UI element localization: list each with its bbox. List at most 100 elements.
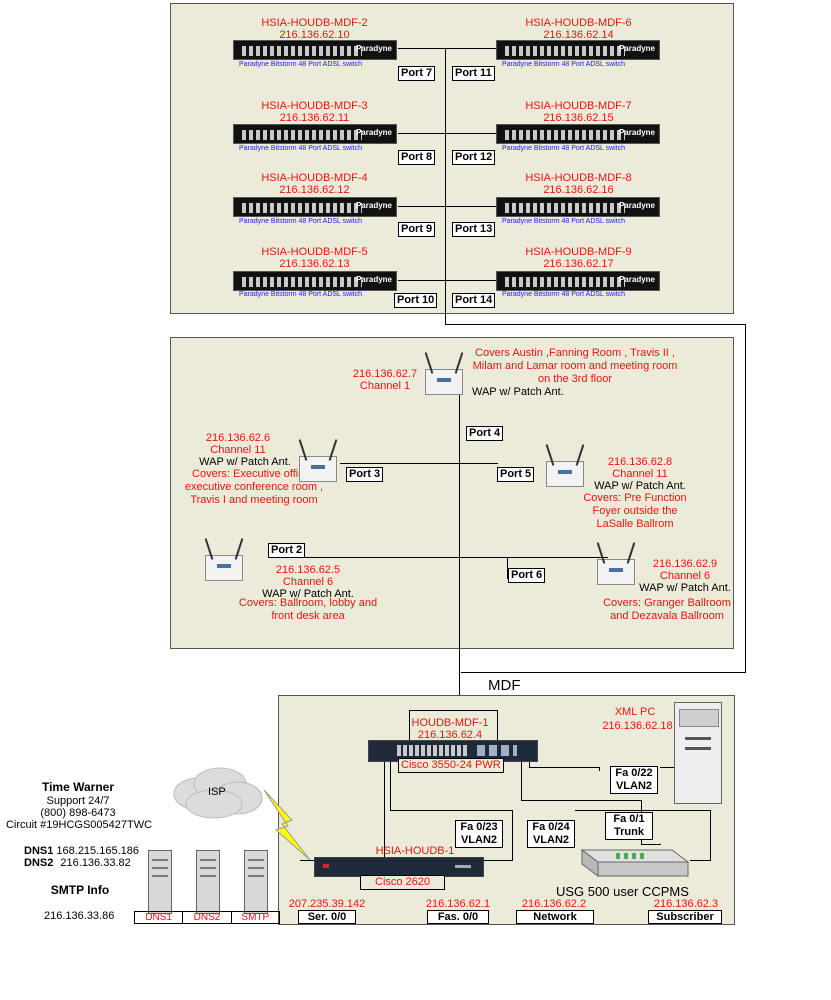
switch-ip: 216.136.62.11 [279, 112, 350, 124]
port-label: Port 9 [398, 222, 436, 237]
mdf-title: MDF [488, 677, 521, 694]
lightning-icon [262, 789, 312, 861]
wap-device[interactable] [545, 444, 585, 487]
wap-trunk-line [459, 380, 460, 703]
core-switch-ip: 216.136.62.4 [417, 729, 483, 741]
wap-ip: 216.136.62.7 [352, 368, 418, 380]
bottom-ip: 216.136.62.2 [521, 898, 587, 910]
switch-name: HSIA-HOUDB-MDF-2 [261, 17, 368, 29]
dns1-line: DNS1 168.215.165.186 [24, 845, 139, 857]
smtp-title: SMTP Info [50, 883, 110, 897]
wap-covers: Covers: Ballroom, lobby and front desk a… [238, 597, 378, 622]
switch-ip: 216.136.62.17 [543, 258, 614, 270]
bottom-ip: 216.136.62.1 [425, 898, 491, 910]
wap-covers: Covers Austin ,Fanning Room , Travis II … [472, 347, 678, 385]
dns1-server[interactable] [148, 850, 172, 914]
port-label: Port 7 [398, 66, 436, 81]
bottom-label: Network [516, 910, 594, 924]
smtp-ip: 216.136.33.86 [44, 910, 115, 922]
wap-channel: Channel 6 [282, 576, 334, 588]
switch-sublabel: Paradyne Bitstorm 48 Port ADSL switch [239, 218, 363, 225]
adsl-switch[interactable]: Paradyne [496, 40, 660, 60]
port-label: Port 11 [452, 66, 495, 81]
link-label: Fa 0/24 VLAN2 [527, 820, 575, 848]
wap-device[interactable] [204, 538, 244, 581]
server-label: DNS1 [135, 912, 184, 923]
dns2-line: DNS2 216.136.33.82 [24, 857, 131, 869]
port-label: Port 4 [466, 426, 504, 441]
wap-covers: Covers: Pre Function Foyer outside the L… [583, 492, 687, 530]
smtp-server[interactable] [244, 850, 268, 914]
switch-name: HSIA-HOUDB-MDF-6 [525, 17, 632, 29]
server-label: DNS2 [183, 912, 232, 923]
core-switch-name: HOUDB-MDF-1 [411, 717, 489, 729]
switch-sublabel: Paradyne Bitstorm 48 Port ADSL switch [239, 291, 363, 298]
port-label: Port 13 [452, 222, 496, 237]
provider-support: Support 24/7 [46, 795, 110, 807]
server-label: SMTP [241, 912, 270, 923]
wap-type: WAP w/ Patch Ant. [639, 582, 731, 594]
provider-name: Time Warner [41, 780, 115, 794]
wap-device[interactable] [298, 439, 338, 482]
link-label: Fa 0/22 VLAN2 [610, 766, 658, 794]
bottom-label: Ser. 0/0 [298, 910, 356, 924]
server-label-bar: DNS1 DNS2 SMTP [134, 911, 280, 924]
port-label: Port 5 [497, 467, 535, 482]
isp-cloud [168, 762, 268, 822]
wap-channel: Channel 11 [612, 468, 668, 480]
wap-type: WAP w/ Patch Ant. [262, 588, 354, 600]
switch-ip: 216.136.62.13 [279, 258, 350, 270]
adsl-switch[interactable]: Paradyne [496, 124, 660, 144]
wap-ip: 216.136.62.5 [275, 564, 341, 576]
trunk-line-top [445, 48, 446, 324]
wap-device[interactable] [596, 542, 636, 585]
port-label: Port 10 [394, 293, 438, 308]
port-label: Port 3 [346, 467, 384, 482]
wap-channel: Channel 11 [210, 444, 266, 456]
wap-device[interactable] [424, 352, 464, 395]
adsl-switch[interactable]: Paradyne [233, 40, 397, 60]
switch-sublabel: Paradyne Bitstorm 48 Port ADSL switch [239, 145, 363, 152]
xml-pc-name: XML PC [614, 706, 656, 718]
switch-ip: 216.136.62.15 [543, 112, 614, 124]
wap-ip: 216.136.62.6 [205, 432, 271, 444]
switch-ip: 216.136.62.10 [279, 29, 350, 41]
xml-pc-computer[interactable] [674, 702, 722, 804]
bottom-label: Subscriber [648, 910, 722, 924]
port-label: Port 14 [452, 293, 496, 308]
port-label: Port 8 [398, 150, 436, 165]
switch-sublabel: Paradyne Bitstorm 48 Port ADSL switch [502, 291, 626, 298]
adsl-switch[interactable]: Paradyne [233, 197, 397, 217]
link-label: Fa 0/1 Trunk [605, 812, 653, 840]
switch-sublabel: Paradyne Bitstorm 48 Port ADSL switch [502, 61, 626, 68]
adsl-switch[interactable]: Paradyne [496, 197, 660, 217]
ccpms-gateway[interactable] [572, 840, 690, 880]
adsl-switch[interactable]: Paradyne [233, 124, 397, 144]
switch-name: HSIA-HOUDB-MDF-8 [525, 172, 632, 184]
wap-covers: Covers: Granger Ballroom and Dezavala Ba… [603, 597, 731, 622]
switch-ip: 216.136.62.12 [279, 184, 350, 196]
cisco-2620-router[interactable] [314, 857, 484, 877]
adsl-switch[interactable]: Paradyne [233, 271, 397, 291]
ccpms-label: USG 500 user CCPMS [556, 884, 689, 899]
switch-sublabel: Paradyne Bitstorm 48 Port ADSL switch [239, 61, 363, 68]
wap-ip: 216.136.62.8 [607, 456, 673, 468]
xml-pc-ip: 216.136.62.18 [602, 720, 673, 732]
router-model: Cisco 2620 [360, 875, 446, 890]
dns2-server[interactable] [196, 850, 220, 914]
port-label: Port 6 [508, 568, 546, 583]
wap-ip: 216.136.62.9 [652, 558, 718, 570]
adsl-switch[interactable]: Paradyne [496, 271, 660, 291]
switch-sublabel: Paradyne Bitstorm 48 Port ADSL switch [502, 145, 626, 152]
switch-name: HSIA-HOUDB-MDF-3 [261, 100, 368, 112]
bottom-ip: 216.136.62.3 [653, 898, 719, 910]
switch-ip: 216.136.62.16 [543, 184, 614, 196]
switch-name: HSIA-HOUDB-MDF-7 [525, 100, 632, 112]
core-switch-model: Cisco 3550-24 PWR [398, 758, 504, 773]
bottom-label: Fas. 0/0 [427, 910, 489, 924]
wap-covers: Covers: Executive office , executive con… [184, 468, 324, 506]
wap-channel: Channel 6 [659, 570, 711, 582]
switch-name: HSIA-HOUDB-MDF-9 [525, 246, 632, 258]
switch-ip: 216.136.62.14 [543, 29, 614, 41]
router-name: HSIA-HOUDB-1 [375, 845, 455, 857]
